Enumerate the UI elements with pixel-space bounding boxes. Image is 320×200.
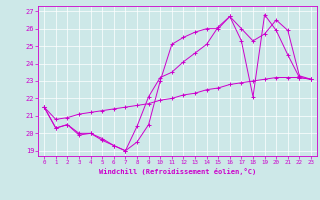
X-axis label: Windchill (Refroidissement éolien,°C): Windchill (Refroidissement éolien,°C) — [99, 168, 256, 175]
